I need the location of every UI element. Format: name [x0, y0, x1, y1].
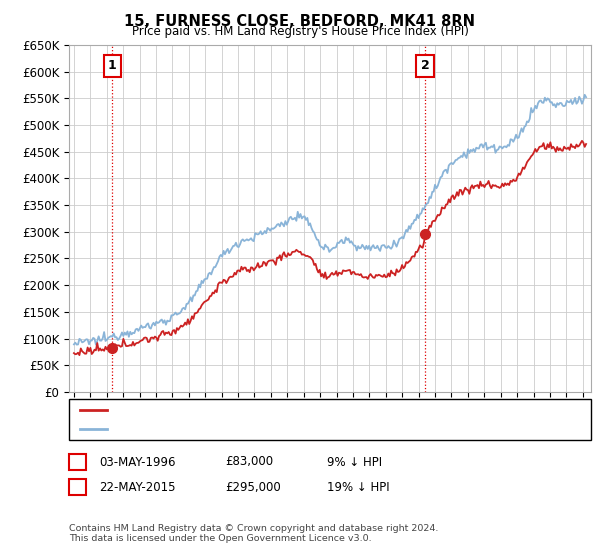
Text: £295,000: £295,000 [225, 480, 281, 494]
Text: 03-MAY-1996: 03-MAY-1996 [99, 455, 176, 469]
Text: 22-MAY-2015: 22-MAY-2015 [99, 480, 176, 494]
Text: Price paid vs. HM Land Registry's House Price Index (HPI): Price paid vs. HM Land Registry's House … [131, 25, 469, 38]
Text: 2: 2 [421, 59, 429, 72]
Text: 19% ↓ HPI: 19% ↓ HPI [327, 480, 389, 494]
Text: 2: 2 [73, 480, 82, 494]
Text: 15, FURNESS CLOSE, BEDFORD, MK41 8RN: 15, FURNESS CLOSE, BEDFORD, MK41 8RN [125, 14, 476, 29]
Text: 1: 1 [73, 455, 82, 469]
Text: Contains HM Land Registry data © Crown copyright and database right 2024.
This d: Contains HM Land Registry data © Crown c… [69, 524, 439, 543]
Text: 1: 1 [108, 59, 117, 72]
Text: 15, FURNESS CLOSE, BEDFORD, MK41 8RN (detached house): 15, FURNESS CLOSE, BEDFORD, MK41 8RN (de… [114, 405, 449, 415]
Text: 9% ↓ HPI: 9% ↓ HPI [327, 455, 382, 469]
Text: £83,000: £83,000 [225, 455, 273, 469]
Text: HPI: Average price, detached house, Bedford: HPI: Average price, detached house, Bedf… [114, 424, 359, 433]
